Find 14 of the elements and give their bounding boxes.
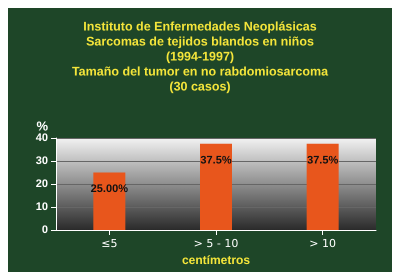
data-label: 25.00% (90, 183, 128, 195)
y-tick-label: 0 (42, 224, 48, 236)
y-tick-label: 30 (36, 155, 48, 167)
y-tick-label: 40 (36, 132, 48, 144)
y-axis-title: % (36, 118, 48, 134)
data-label: 37.5% (200, 154, 232, 166)
y-tick-label: 10 (36, 201, 48, 213)
y-tick-label: 20 (36, 178, 48, 190)
x-tick-label: > 5 - 10 (194, 237, 238, 250)
x-tick-label: ≤5 (101, 237, 118, 250)
chart-title: Instituto de Enfermedades Neoplásicas Sarcomas de tejidos blandos en niños (1994-1997) Tamaño del tumor en no rabdomiosarcoma (30 casos) (72, 20, 330, 94)
data-label: 37.5% (307, 154, 338, 166)
x-tick-label: > 10 (309, 237, 336, 250)
x-axis-title: centímetros (182, 253, 250, 267)
